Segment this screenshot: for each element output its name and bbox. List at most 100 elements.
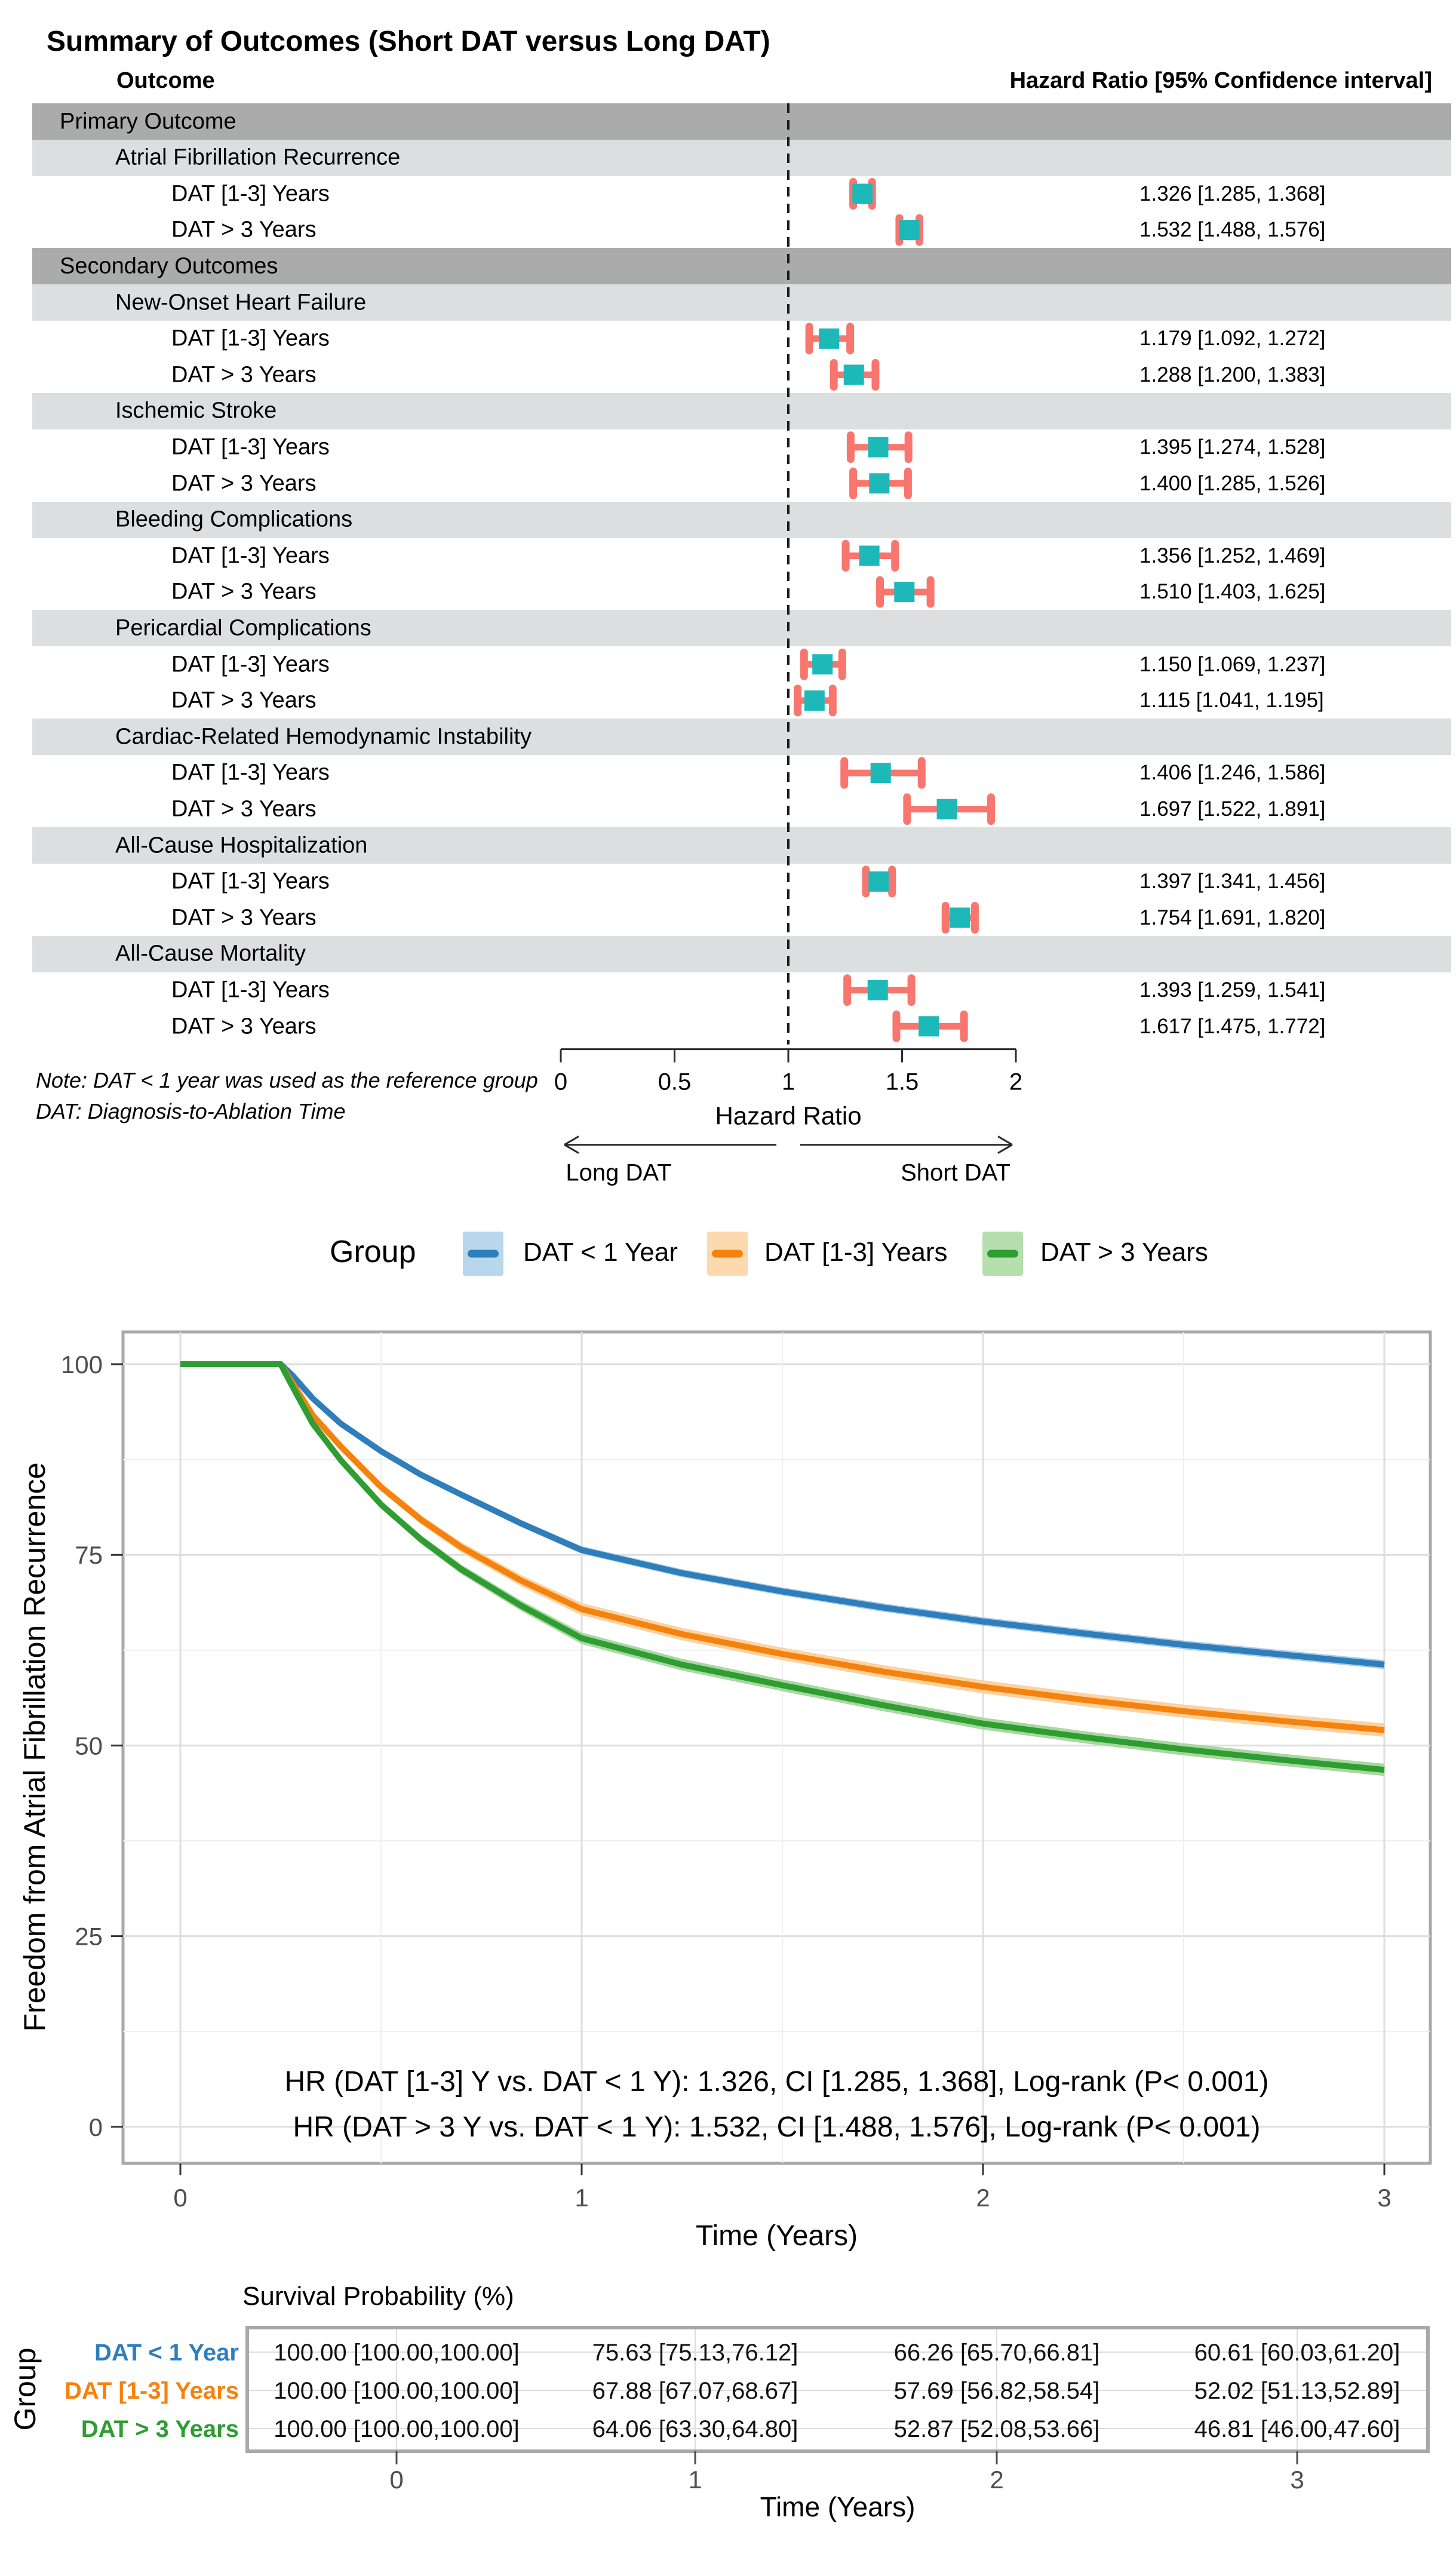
- forest-row-hr-value: 1.150 [1.069, 1.237]: [1139, 652, 1326, 676]
- survival-table-title: Survival Probability (%): [242, 2282, 514, 2311]
- table-row-label: DAT [1-3] Years: [64, 2378, 239, 2404]
- right-arrowhead-icon: [997, 1135, 1013, 1146]
- hr-point-marker: [812, 654, 833, 675]
- forest-row-hr-value: 1.395 [1.274, 1.528]: [1139, 435, 1326, 459]
- hr-point-marker: [804, 690, 825, 711]
- hr-point-marker: [867, 980, 888, 1000]
- forest-axis-tick-label: 2: [1009, 1069, 1022, 1095]
- hr-point-marker: [852, 183, 873, 204]
- forest-row-hr-value: 1.356 [1.252, 1.469]: [1139, 544, 1326, 567]
- forest-row-label: DAT > 3 Years: [171, 217, 317, 242]
- forest-axis-tick-label: 0.5: [658, 1069, 692, 1095]
- hr-point-marker: [819, 328, 840, 349]
- forest-row-item: DAT [1-3] Years 1.150 [1.069, 1.237]: [32, 646, 1451, 683]
- legend-line-icon: [712, 1250, 743, 1258]
- forest-row-item: DAT > 3 Years 1.532 [1.488, 1.576]: [32, 212, 1451, 248]
- forest-row-hr-value: 1.397 [1.341, 1.456]: [1139, 870, 1326, 894]
- forest-row-item: DAT > 3 Years 1.754 [1.691, 1.820]: [32, 900, 1451, 936]
- legend-title: Group: [330, 1235, 416, 1269]
- forest-row-label: DAT > 3 Years: [171, 796, 317, 822]
- table-cell-value: 57.69 [56.82,58.54]: [894, 2378, 1100, 2404]
- forest-row-label: Bleeding Complications: [115, 506, 353, 532]
- forest-row-item: DAT [1-3] Years 1.356 [1.252, 1.469]: [32, 538, 1451, 574]
- km-y-axis-title: Freedom from Atrial Fibrillation Recurre…: [18, 1462, 51, 2032]
- forest-row-hr-value: 1.179 [1.092, 1.272]: [1139, 327, 1326, 351]
- forest-row-hr-value: 1.400 [1.285, 1.526]: [1139, 471, 1326, 495]
- hr-point-marker: [868, 437, 889, 458]
- table-cell-value: 60.61 [60.03,61.20]: [1194, 2340, 1400, 2366]
- forest-row-label: All-Cause Hospitalization: [115, 833, 368, 858]
- km-x-tick-label: 0: [173, 2184, 187, 2212]
- forest-row-hr-value: 1.406 [1.246, 1.586]: [1139, 761, 1326, 785]
- forest-row-hr-value: 1.288 [1.200, 1.383]: [1139, 363, 1326, 386]
- forest-row-label: DAT > 3 Years: [171, 687, 317, 713]
- forest-row-label: DAT > 3 Years: [171, 905, 317, 931]
- forest-row-label: Pericardial Complications: [115, 615, 371, 641]
- hr-point-marker: [868, 871, 889, 892]
- km-x-tick-label: 1: [575, 2184, 588, 2212]
- forest-row-label: DAT > 3 Years: [171, 471, 317, 496]
- forest-row-label: DAT [1-3] Years: [171, 868, 330, 894]
- forest-row-label: Atrial Fibrillation Recurrence: [115, 145, 401, 170]
- km-annotation-hr-1: HR (DAT [1-3] Y vs. DAT < 1 Y): 1.326, C…: [284, 2066, 1269, 2098]
- forest-axis-tick-label: 1.5: [886, 1069, 919, 1095]
- table-x-tick-label: 3: [1290, 2466, 1304, 2494]
- km-survival-curve: [180, 1361, 1385, 1773]
- table-cell-value: 64.06 [63.30,64.80]: [592, 2416, 798, 2442]
- forest-row-label: DAT [1-3] Years: [171, 181, 330, 207]
- forest-row-item: DAT [1-3] Years 1.395 [1.274, 1.528]: [32, 429, 1451, 465]
- forest-rows: Primary Outcome Atrial Fibrillation Recur…: [0, 0, 1456, 1224]
- table-cell-value: 46.81 [46.00,47.60]: [1194, 2416, 1400, 2442]
- table-x-tick-label: 1: [688, 2466, 702, 2494]
- forest-row-label: New-Onset Heart Failure: [115, 290, 367, 315]
- km-panel: [121, 1330, 1432, 2165]
- forest-row-item: DAT > 3 Years 1.697 [1.522, 1.891]: [32, 791, 1451, 827]
- forest-note-dat-definition: DAT: Diagnosis-to-Ablation Time: [36, 1099, 346, 1123]
- forest-row-item: DAT > 3 Years 1.400 [1.285, 1.526]: [32, 465, 1451, 502]
- forest-row-item: DAT > 3 Years 1.617 [1.475, 1.772]: [32, 1008, 1451, 1045]
- table-cell-value: 100.00 [100.00,100.00]: [274, 2378, 519, 2404]
- legend-swatch-dat-lt-1: [463, 1232, 503, 1276]
- forest-row-outcome: Bleeding Complications: [32, 501, 1451, 538]
- table-cell-value: 100.00 [100.00,100.00]: [274, 2416, 519, 2442]
- forest-row-item: DAT > 3 Years 1.288 [1.200, 1.383]: [32, 357, 1451, 393]
- forest-row-label: Primary Outcome: [60, 109, 236, 134]
- forest-axis-tick-label: 1: [782, 1069, 795, 1095]
- forest-row-label: DAT > 3 Years: [171, 362, 317, 388]
- hr-point-marker: [894, 582, 915, 603]
- forest-row-label: All-Cause Mortality: [115, 941, 306, 966]
- right-arrowhead-icon: [997, 1144, 1013, 1154]
- legend-swatch-dat-gt-3: [982, 1232, 1023, 1276]
- forest-row-label: DAT [1-3] Years: [171, 434, 330, 460]
- short-dat-label: Short DAT: [901, 1160, 1010, 1186]
- table-cell-value: 75.63 [75.13,76.12]: [592, 2340, 798, 2366]
- legend-label-dat-gt-3: DAT > 3 Years: [1040, 1238, 1208, 1267]
- table-x-tick-label: 2: [990, 2466, 1003, 2494]
- table-cell-value: 52.87 [52.08,53.66]: [894, 2416, 1100, 2442]
- forest-row-hr-value: 1.532 [1.488, 1.576]: [1139, 218, 1326, 242]
- km-y-tick-label: 0: [89, 2113, 103, 2141]
- hr-point-marker: [936, 799, 957, 819]
- forest-row-item: DAT [1-3] Years 1.406 [1.246, 1.586]: [32, 755, 1451, 791]
- forest-row-item: DAT [1-3] Years 1.179 [1.092, 1.272]: [32, 321, 1451, 357]
- forest-row-group: Secondary Outcomes: [32, 248, 1451, 285]
- forest-note-reference-group: Note: DAT < 1 year was used as the refer…: [36, 1068, 538, 1092]
- forest-row-outcome: New-Onset Heart Failure: [32, 284, 1451, 321]
- forest-row-label: DAT [1-3] Years: [171, 652, 330, 677]
- table-cell-value: 100.00 [100.00,100.00]: [274, 2340, 519, 2366]
- km-survival-curve: [180, 1361, 1385, 1733]
- table-x-tick-label: 0: [389, 2466, 403, 2494]
- forest-row-hr-value: 1.115 [1.041, 1.195]: [1139, 689, 1324, 713]
- forest-row-hr-value: 1.393 [1.259, 1.541]: [1139, 978, 1326, 1002]
- hr-point-marker: [843, 364, 864, 385]
- forest-row-hr-value: 1.326 [1.285, 1.368]: [1139, 182, 1326, 205]
- hr-point-marker: [919, 1016, 939, 1037]
- km-x-tick-label: 2: [976, 2184, 990, 2212]
- forest-row-item: DAT > 3 Years 1.115 [1.041, 1.195]: [32, 683, 1451, 719]
- table-cell-value: 66.26 [65.70,66.81]: [894, 2340, 1100, 2366]
- long-dat-label: Long DAT: [566, 1160, 671, 1186]
- km-survival-curve: [180, 1361, 1385, 1668]
- km-y-tick-label: 100: [61, 1350, 103, 1379]
- table-panel: [245, 2326, 1430, 2453]
